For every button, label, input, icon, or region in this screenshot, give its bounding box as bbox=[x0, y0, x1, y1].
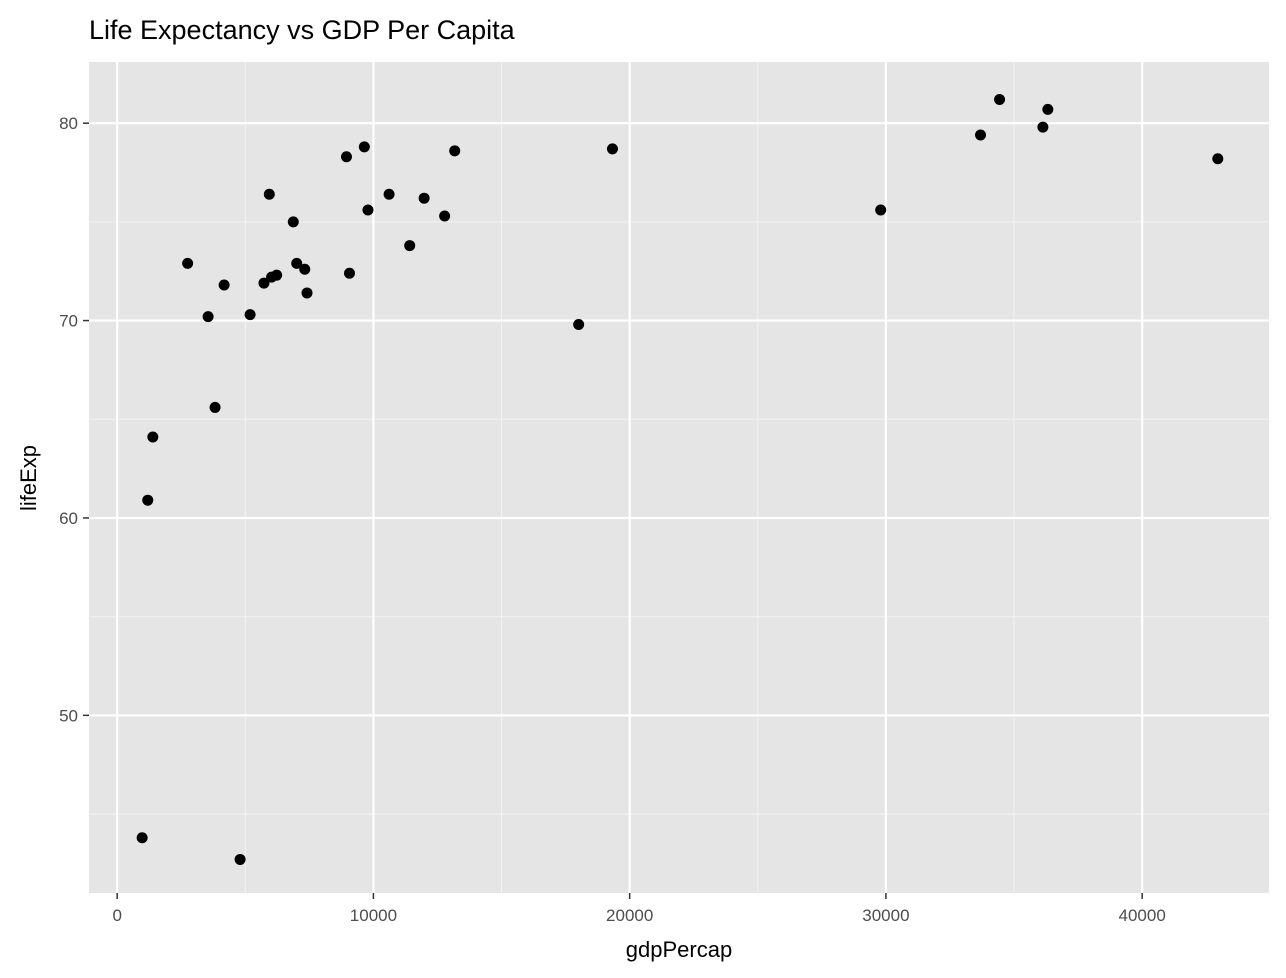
data-point-19 bbox=[358, 141, 370, 153]
data-point-28 bbox=[875, 204, 887, 216]
major-gridlines bbox=[89, 62, 1269, 893]
y-tick-label-0: 50 bbox=[59, 706, 78, 725]
data-point-20 bbox=[362, 204, 374, 216]
data-point-1 bbox=[234, 853, 246, 865]
data-point-18 bbox=[343, 267, 355, 279]
data-point-5 bbox=[202, 311, 214, 323]
data-point-9 bbox=[258, 277, 270, 289]
data-point-29 bbox=[975, 129, 987, 141]
data-point-22 bbox=[404, 240, 416, 252]
chart-title: Life Expectancy vs GDP Per Capita bbox=[89, 15, 516, 45]
data-point-12 bbox=[271, 269, 283, 281]
x-tick-label-3: 30000 bbox=[862, 906, 909, 925]
data-point-15 bbox=[299, 263, 311, 275]
y-tick-label-2: 70 bbox=[59, 312, 78, 331]
data-point-2 bbox=[142, 494, 154, 506]
x-tick-label-2: 20000 bbox=[606, 906, 653, 925]
minor-gridlines bbox=[89, 62, 1269, 893]
x-axis: 0 10000 20000 30000 40000 bbox=[112, 893, 1166, 925]
data-point-13 bbox=[287, 216, 299, 228]
data-point-16 bbox=[301, 287, 313, 299]
y-tick-label-1: 60 bbox=[59, 509, 78, 528]
x-axis-title: gdpPercap bbox=[626, 937, 732, 962]
data-point-17 bbox=[340, 151, 352, 163]
y-axis: 50 60 70 80 bbox=[59, 114, 89, 725]
data-point-3 bbox=[147, 431, 159, 443]
data-point-7 bbox=[218, 279, 230, 291]
data-point-27 bbox=[606, 143, 618, 155]
x-tick-label-1: 10000 bbox=[350, 906, 397, 925]
y-axis-title: lifeExp bbox=[16, 445, 41, 511]
y-tick-label-3: 80 bbox=[59, 114, 78, 133]
x-tick-label-4: 40000 bbox=[1119, 906, 1166, 925]
data-point-6 bbox=[209, 401, 221, 413]
data-point-25 bbox=[449, 145, 461, 157]
data-point-31 bbox=[1037, 121, 1049, 133]
data-point-10 bbox=[263, 188, 275, 200]
data-point-14 bbox=[291, 257, 303, 269]
data-point-24 bbox=[439, 210, 451, 222]
data-point-0 bbox=[136, 832, 148, 844]
data-point-32 bbox=[1042, 103, 1054, 115]
data-point-4 bbox=[182, 257, 194, 269]
data-point-23 bbox=[418, 192, 430, 204]
data-points bbox=[136, 94, 1224, 865]
plot-panel bbox=[89, 62, 1269, 893]
data-point-21 bbox=[383, 188, 395, 200]
data-point-30 bbox=[994, 94, 1006, 106]
data-point-8 bbox=[244, 309, 256, 321]
data-point-26 bbox=[573, 319, 585, 331]
data-point-33 bbox=[1212, 153, 1224, 165]
x-tick-label-0: 0 bbox=[112, 906, 121, 925]
